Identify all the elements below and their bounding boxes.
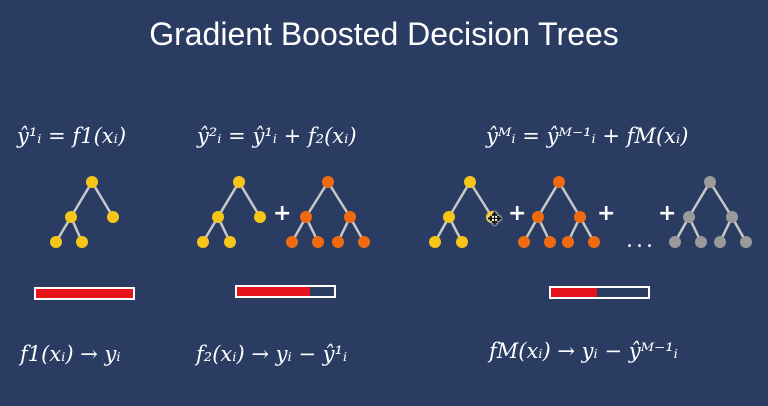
tree-2-yellow bbox=[197, 176, 266, 248]
plus-sign-4: + bbox=[658, 201, 677, 226]
move-cursor-icon: ✥ bbox=[487, 209, 503, 230]
formula-bottom-M-text: fM(xᵢ) → yᵢ − ŷᴹ⁻¹ᵢ bbox=[489, 339, 678, 363]
formula-top-M-text: ŷᴹᵢ = ŷᴹ⁻¹ᵢ + fM(xᵢ) bbox=[486, 124, 689, 148]
tree-M-orange bbox=[518, 176, 600, 248]
formula-top-M: ŷᴹᵢ = ŷᴹ⁻¹ᵢ + fM(xᵢ) bbox=[486, 124, 688, 148]
slide-title: Gradient Boosted Decision Trees bbox=[149, 16, 619, 52]
formula-bottom-2-text: f₂(xᵢ) → yᵢ − ŷ¹ᵢ bbox=[196, 342, 348, 366]
error-bar-M-fill bbox=[551, 288, 597, 297]
error-bar-2 bbox=[235, 285, 336, 298]
formula-bottom-2: f₂(xᵢ) → yᵢ − ŷ¹ᵢ bbox=[196, 342, 347, 366]
tree-1-yellow bbox=[50, 176, 119, 248]
formula-top-2-text: ŷ²ᵢ = ŷ¹ᵢ + f₂(xᵢ) bbox=[197, 124, 357, 148]
formula-top-1-text: ŷ¹ᵢ = f1(xᵢ) bbox=[17, 124, 127, 148]
plus-sign-2: + bbox=[508, 201, 527, 226]
formula-bottom-M: fM(xᵢ) → yᵢ − ŷᴹ⁻¹ᵢ bbox=[489, 339, 678, 363]
error-bar-M bbox=[549, 286, 650, 299]
error-bar-2-fill bbox=[237, 287, 310, 296]
ellipsis: ... bbox=[626, 228, 656, 253]
tree-2-orange bbox=[286, 176, 370, 248]
tree-M-gray bbox=[669, 176, 752, 248]
formula-bottom-1: f1(xᵢ) → yᵢ bbox=[20, 342, 121, 366]
formula-top-1: ŷ¹ᵢ = f1(xᵢ) bbox=[17, 124, 126, 148]
tree-M-yellow bbox=[429, 176, 498, 248]
error-bar-1 bbox=[34, 287, 135, 300]
error-bar-1-fill bbox=[36, 289, 133, 298]
plus-sign-1: + bbox=[273, 201, 292, 226]
formula-top-2: ŷ²ᵢ = ŷ¹ᵢ + f₂(xᵢ) bbox=[197, 124, 357, 148]
formula-bottom-1-text: f1(xᵢ) → yᵢ bbox=[20, 342, 121, 366]
plus-sign-3: + bbox=[597, 201, 616, 226]
